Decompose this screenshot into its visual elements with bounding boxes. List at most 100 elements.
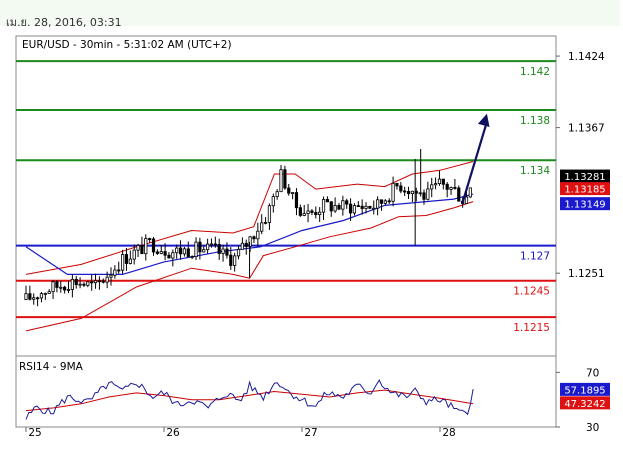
candle-body-50	[217, 244, 221, 254]
candle-body-86	[356, 205, 360, 207]
candle-body-62	[263, 222, 268, 224]
candle-body-108	[441, 178, 445, 185]
candle-body-110	[449, 187, 453, 190]
time-tick-label-3: 28	[442, 427, 455, 439]
candle-body-56	[240, 242, 244, 250]
candle-body-26	[124, 254, 129, 264]
arrow-head	[477, 113, 490, 127]
candle-body-77	[321, 199, 326, 213]
price-tick-label-2: 1.1251	[568, 268, 605, 280]
time-tick-label-2: 27	[304, 427, 317, 439]
candle-body-81	[337, 204, 341, 210]
candle-body-94	[387, 200, 391, 203]
candle-body-15	[82, 283, 86, 286]
candle-body-114	[464, 196, 469, 204]
candle-body-73	[306, 210, 310, 215]
price-tag-label-1: 1.13185	[564, 185, 605, 196]
candle-body-58	[248, 236, 252, 247]
candle-body-41	[182, 248, 187, 255]
candle-body-3	[35, 297, 40, 300]
candle-body-82	[341, 200, 345, 210]
candle-body-39	[175, 247, 179, 254]
candle-body-43	[190, 256, 194, 258]
candle-body-45	[198, 241, 202, 253]
price-tag-0	[560, 169, 610, 183]
candle-body-42	[186, 248, 190, 258]
candle-body-16	[86, 281, 90, 286]
date-banner: เม.ย. 28, 2016, 03:31	[0, 0, 620, 29]
candle-body-34	[155, 251, 159, 254]
candle-body-74	[310, 210, 314, 213]
candle-body-64	[271, 196, 275, 207]
candle-body-106	[433, 183, 438, 186]
candle-body-75	[314, 212, 318, 215]
candle-body-84	[348, 203, 353, 214]
time-tick-label-1: 26	[166, 427, 180, 439]
candle-body-47	[206, 243, 210, 251]
candle-body-13	[74, 278, 78, 286]
candle-body-69	[291, 192, 295, 194]
rsi-tag-label-0: 57.1895	[564, 385, 605, 396]
candle-body-63	[267, 205, 272, 223]
trend-arrow	[461, 113, 490, 205]
candle-body-24	[117, 269, 121, 272]
candle-body-95	[391, 182, 395, 202]
rsi-series: 70 30 57.1895 47.3242	[25, 367, 610, 434]
level-label-1: 1.138	[520, 115, 550, 127]
candle-body-111	[453, 187, 457, 189]
candle-body-35	[159, 251, 163, 254]
candle-body-23	[113, 269, 117, 276]
candle-body-100	[410, 190, 415, 195]
candle-body-44	[194, 241, 198, 257]
rsi-tag-1	[560, 396, 610, 410]
price-tick-label-1: 1.1367	[568, 123, 605, 135]
candle-body-4	[39, 293, 44, 299]
candle-body-104	[426, 188, 430, 200]
candle-body-67	[283, 169, 287, 189]
candle-body-12	[70, 278, 74, 290]
candle-body-5	[43, 293, 47, 295]
candle-body-102	[418, 192, 422, 195]
candle-body-87	[360, 205, 364, 209]
candlestick-series	[24, 148, 472, 307]
candle-body-68	[287, 187, 291, 194]
candle-body-8	[55, 281, 59, 288]
price-panel-border	[15, 35, 557, 357]
candle-body-19	[97, 280, 102, 283]
rsi-tag-label-1: 47.3242	[564, 399, 605, 410]
price-tag-2	[560, 197, 610, 211]
candle-body-25	[121, 254, 125, 271]
level-label-5: 1.1215	[513, 322, 550, 334]
candle-body-55	[236, 248, 241, 257]
level-label-0: 1.142	[520, 66, 550, 78]
candle-body-14	[78, 283, 82, 286]
rsi-line	[25, 379, 474, 420]
candle-body-79	[329, 201, 333, 212]
candle-body-92	[379, 199, 384, 204]
candle-body-76	[318, 211, 322, 215]
candle-body-27	[128, 258, 132, 264]
rsi-panel-border	[15, 355, 557, 428]
candle-body-28	[132, 249, 136, 260]
candle-body-59	[252, 236, 256, 240]
candle-body-10	[63, 286, 67, 291]
arrow-shaft	[461, 121, 488, 205]
candle-body-53	[229, 254, 233, 266]
time-tick-label-0: 25	[28, 427, 41, 439]
price-tag-label-0: 1.13281	[564, 172, 605, 183]
candle-body-90	[372, 207, 376, 210]
candle-body-38	[171, 252, 175, 259]
level-label-2: 1.134	[520, 165, 550, 177]
candle-body-31	[144, 238, 148, 255]
candle-body-61	[260, 222, 264, 232]
candle-body-40	[178, 247, 183, 255]
candle-body-22	[109, 274, 113, 278]
chart-title: EUR/USD - 30min - 5:31:02 AM (UTC+2)	[22, 39, 232, 51]
candle-body-109	[445, 183, 449, 190]
candle-body-49	[213, 243, 217, 246]
rsi-title: RSI14 - 9MA	[19, 361, 84, 373]
candle-body-18	[93, 280, 98, 284]
candle-body-9	[59, 286, 63, 289]
price-tag-label-2: 1.13149	[564, 200, 605, 211]
